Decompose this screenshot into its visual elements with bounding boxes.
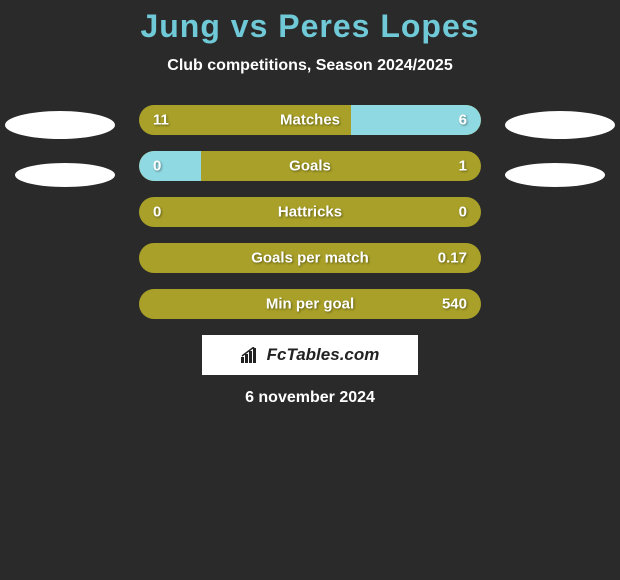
bar-label: Goals [289, 158, 331, 175]
infographic-container: Jung vs Peres Lopes Club competitions, S… [0, 0, 620, 407]
bar-row-goals-per-match: Goals per match 0.17 [139, 243, 481, 273]
bar-label: Goals per match [251, 250, 369, 267]
player-avatar-left-1 [5, 111, 115, 139]
player-avatar-right-2 [505, 163, 605, 187]
bar-chart-icon [241, 347, 261, 363]
bar-value-right: 6 [459, 112, 467, 129]
player-avatar-left-2 [15, 163, 115, 187]
branding-text: FcTables.com [267, 345, 380, 365]
page-title: Jung vs Peres Lopes [0, 8, 620, 45]
bar-value-right: 0 [459, 204, 467, 221]
player-avatar-right-1 [505, 111, 615, 139]
bar-fill [139, 151, 201, 181]
stats-area: 11 Matches 6 0 Goals 1 0 Hattricks 0 Goa… [0, 105, 620, 319]
bar-value-right: 0.17 [438, 250, 467, 267]
bar-row-matches: 11 Matches 6 [139, 105, 481, 135]
comparison-bars: 11 Matches 6 0 Goals 1 0 Hattricks 0 Goa… [139, 105, 481, 319]
bar-value-left: 0 [153, 204, 161, 221]
bar-value-left: 11 [153, 112, 169, 129]
bar-value-right: 1 [459, 158, 467, 175]
bar-row-hattricks: 0 Hattricks 0 [139, 197, 481, 227]
bar-label: Min per goal [266, 296, 354, 313]
page-subtitle: Club competitions, Season 2024/2025 [0, 57, 620, 75]
bar-value-left: 0 [153, 158, 161, 175]
footer-date: 6 november 2024 [0, 389, 620, 407]
bar-label: Matches [280, 112, 340, 129]
bar-row-goals: 0 Goals 1 [139, 151, 481, 181]
bar-label: Hattricks [278, 204, 342, 221]
branding-badge: FcTables.com [202, 335, 418, 375]
bar-row-min-per-goal: Min per goal 540 [139, 289, 481, 319]
bar-value-right: 540 [442, 296, 467, 313]
